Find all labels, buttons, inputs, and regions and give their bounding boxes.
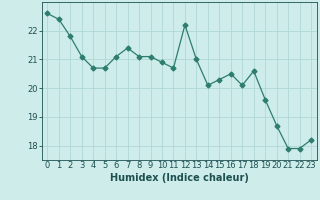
X-axis label: Humidex (Indice chaleur): Humidex (Indice chaleur) bbox=[110, 173, 249, 183]
